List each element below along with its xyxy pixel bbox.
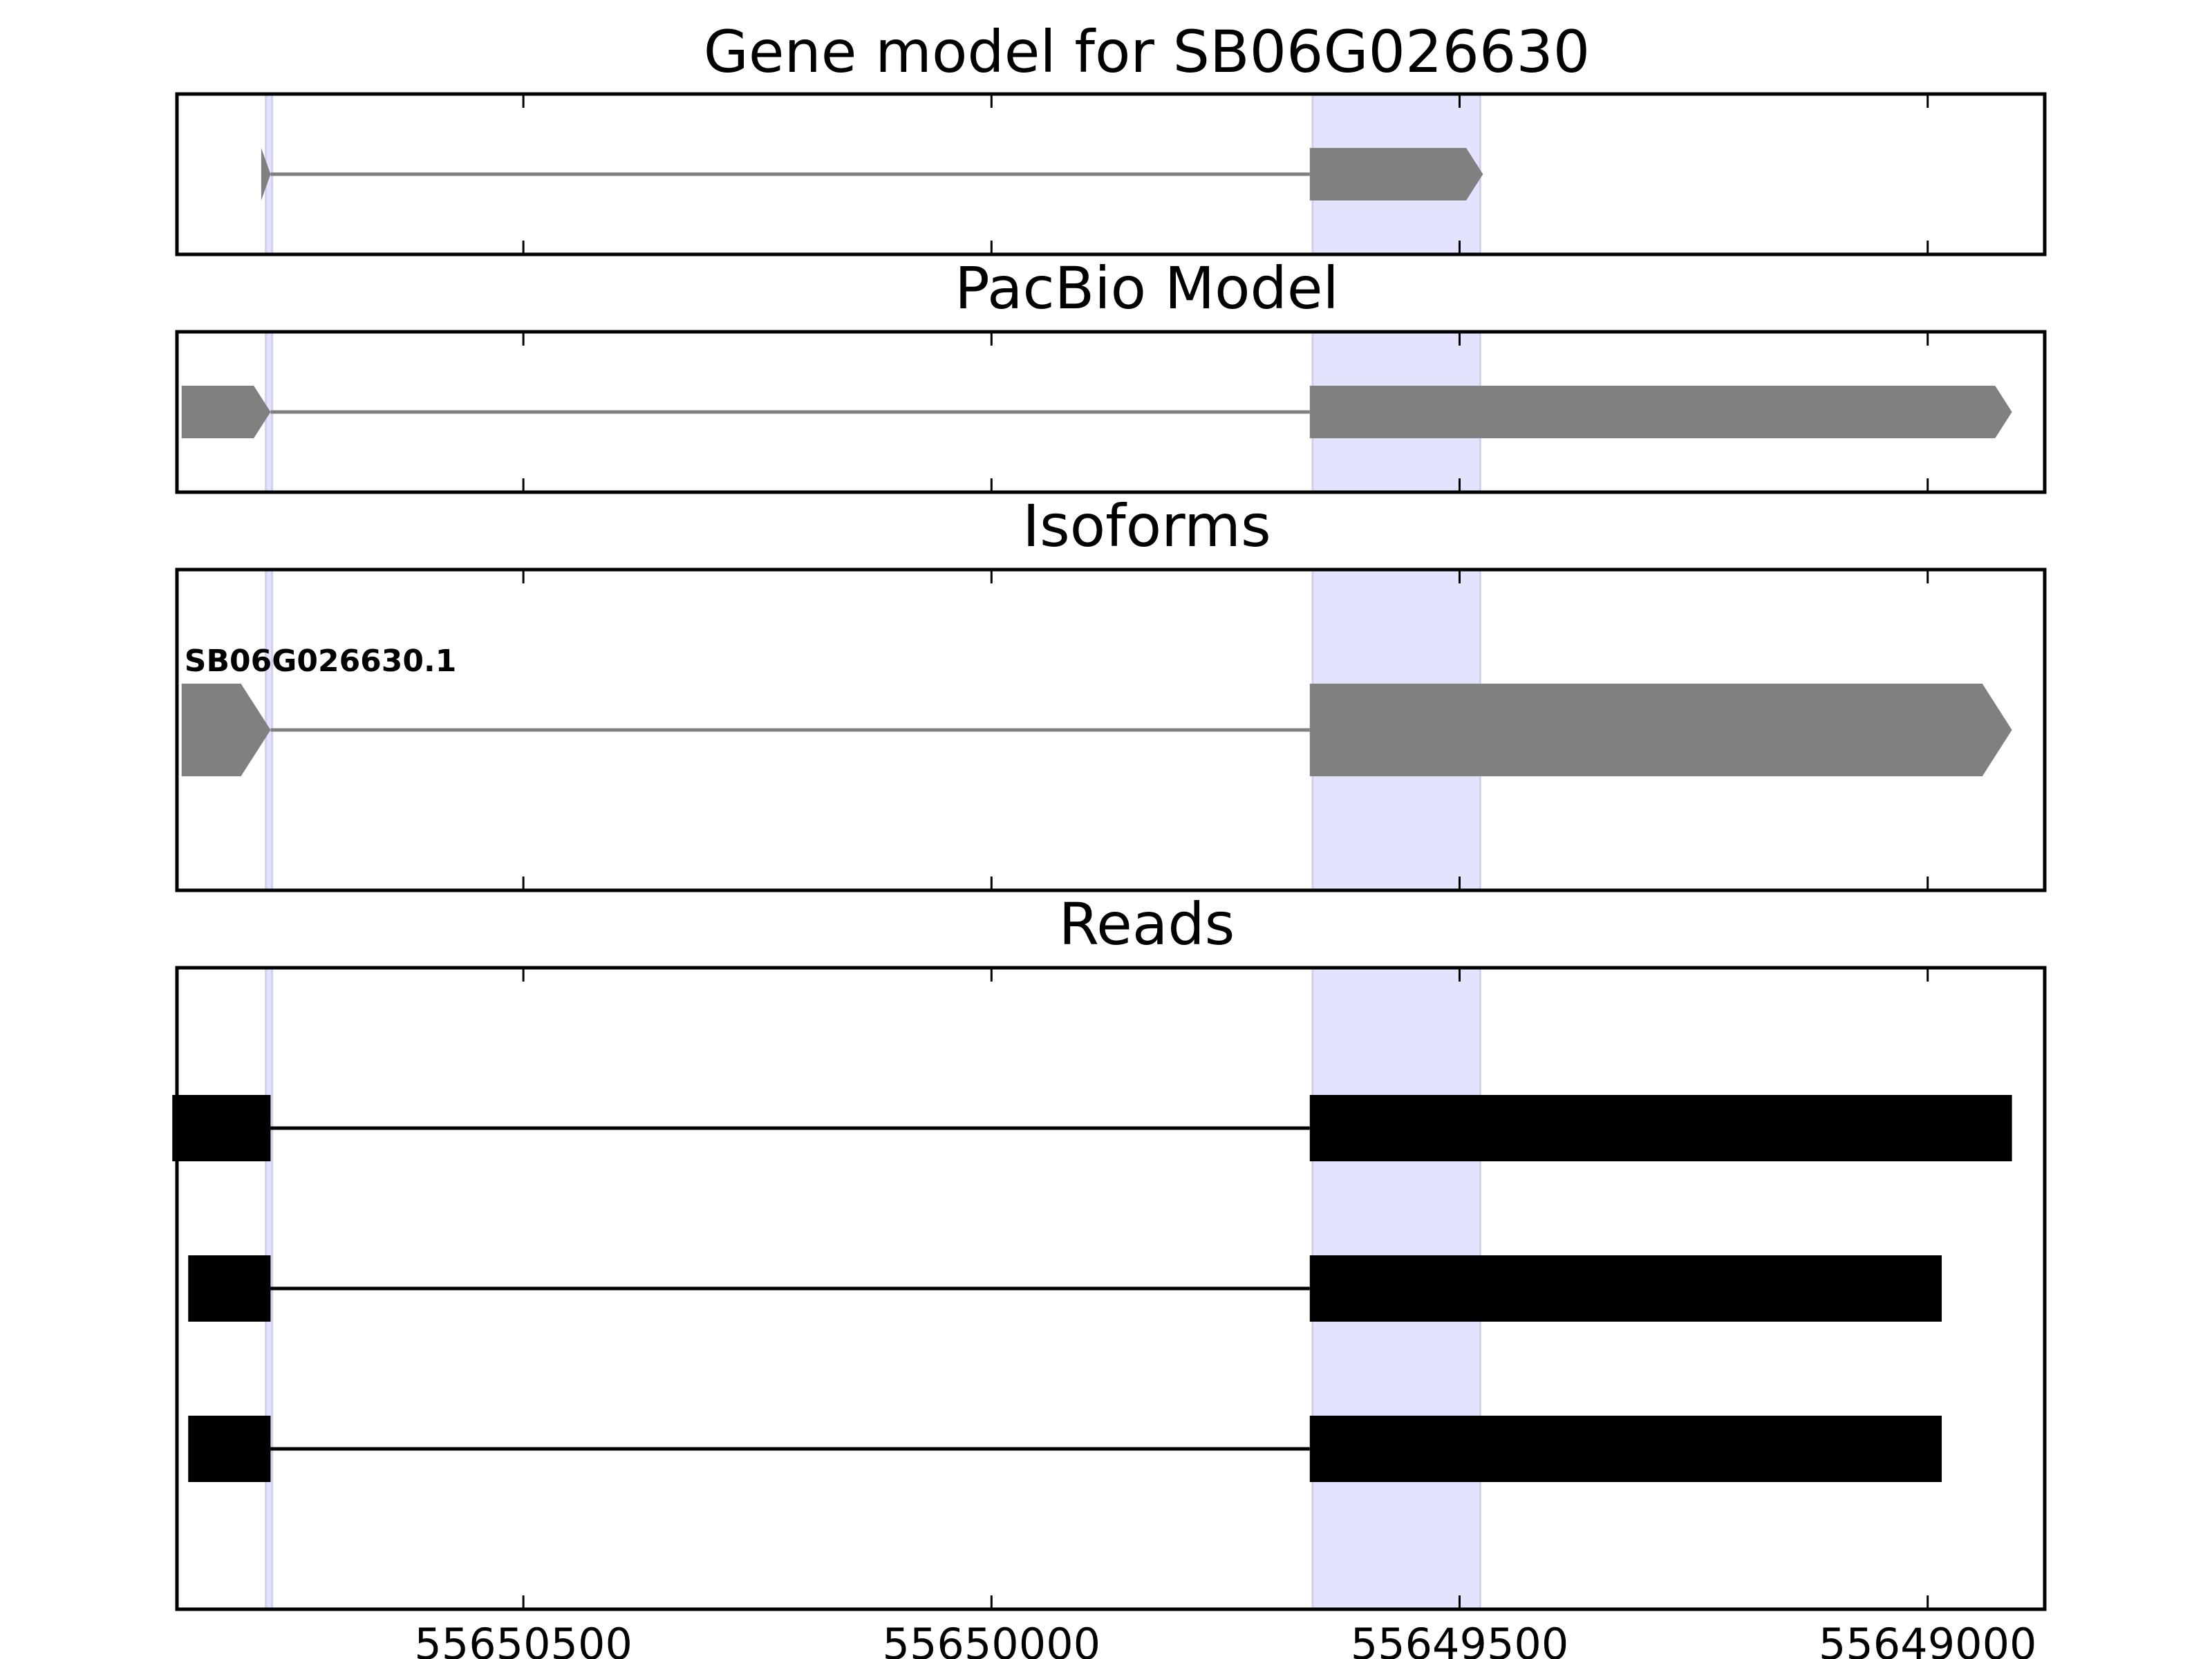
read-block-3-1-1 <box>1309 1255 1942 1322</box>
read-block-3-1-0 <box>188 1255 271 1322</box>
read-block-3-2-1 <box>1309 1416 1942 1482</box>
exon-arrow-0-0-1 <box>1309 148 1483 200</box>
text-layer: Gene model for SB06G026630 PacBio Model SB… <box>185 18 2037 1659</box>
isoform-label: SB06G026630.1 <box>185 644 457 679</box>
panel-frame-3 <box>175 966 2047 1611</box>
panel-title-3: Reads <box>1059 890 1235 958</box>
read-block-3-0-0 <box>172 1095 271 1161</box>
panel-frame-0 <box>175 92 2047 256</box>
panel-frame-1 <box>175 330 2047 494</box>
frames-layer <box>175 92 2047 1611</box>
panel-title-2: Isoforms <box>1022 492 1271 560</box>
x-tick-label-2: 55649500 <box>1351 1619 1569 1659</box>
read-block-3-0-1 <box>1309 1095 2012 1161</box>
x-tick-label-3: 55649000 <box>1819 1619 2037 1659</box>
read-block-3-2-0 <box>188 1416 271 1482</box>
panel-title-1: PacBio Model <box>955 254 1339 322</box>
exon-arrow-2-0-0 <box>181 684 271 776</box>
exon-arrow-2-0-1 <box>1309 684 2012 776</box>
x-tick-label-1: 55650000 <box>883 1619 1101 1659</box>
panel-frame-2 <box>175 568 2047 892</box>
exon-arrow-1-0-0 <box>181 386 271 438</box>
marks-layer <box>172 148 2012 1482</box>
x-tick-label-0: 55650500 <box>414 1619 632 1659</box>
exon-arrow-0-0-0 <box>261 148 271 200</box>
panel-title-0: Gene model for SB06G026630 <box>704 18 1590 86</box>
exon-arrow-1-0-1 <box>1309 386 2012 438</box>
